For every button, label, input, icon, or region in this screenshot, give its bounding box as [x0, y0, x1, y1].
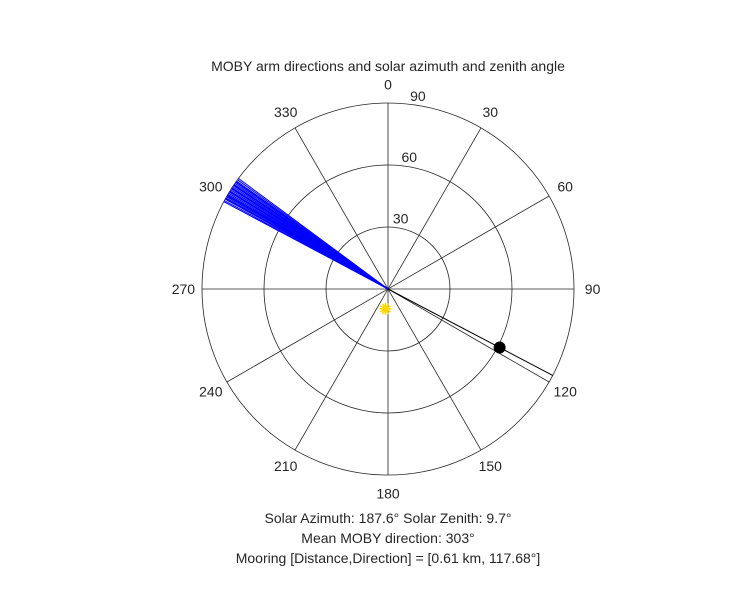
angle-tick-label-0: 0: [384, 76, 392, 92]
angle-tick-label-300: 300: [199, 179, 223, 195]
sun-disc: [381, 305, 389, 313]
moby-arm-direction-lines: [223, 177, 389, 290]
radial-tick-label-60: 60: [401, 149, 417, 165]
mooring-layer: [387, 288, 553, 376]
sun-marker: [379, 302, 392, 315]
mooring-caption: Mooring [Distance,Direction] = [0.61 km,…: [236, 550, 541, 566]
angle-tick-label-60: 60: [557, 179, 573, 195]
angle-tick-label-120: 120: [554, 383, 578, 399]
radial-tick-label-90: 90: [410, 88, 426, 104]
angle-tick-label-30: 30: [483, 104, 499, 120]
radial-tick-label-30: 30: [393, 211, 409, 227]
radial-tick-labels: 30 60 90: [393, 88, 426, 227]
angle-tick-label-240: 240: [199, 383, 223, 399]
angle-tick-label-330: 330: [274, 104, 298, 120]
moby-arm-line-22: [227, 194, 389, 290]
moby-arm-line-24: [231, 187, 389, 290]
angle-tick-label-150: 150: [479, 458, 503, 474]
moby-arm-line-20: [238, 177, 389, 290]
angle-tick-label-210: 210: [274, 458, 298, 474]
angle-tick-label-90: 90: [585, 281, 601, 297]
angle-tick-labels: 0 30 60 90 120 150 180 210 240 270 300 330: [172, 76, 601, 501]
angle-tick-label-180: 180: [376, 486, 400, 502]
solar-caption: Solar Azimuth: 187.6° Solar Zenith: 9.7°: [265, 510, 512, 526]
mooring-direction-line: [387, 288, 553, 376]
chart-title: MOBY arm directions and solar azimuth an…: [211, 58, 565, 74]
moby-arm-line-26: [235, 181, 389, 290]
moby-arm-line-21: [225, 198, 389, 290]
moby-arm-line-23: [229, 191, 389, 290]
moby-arm-line-25: [233, 184, 389, 290]
angle-tick-label-270: 270: [172, 281, 196, 297]
mooring-point-marker: [493, 341, 506, 354]
moby-direction-caption: Mean MOBY direction: 303°: [301, 530, 474, 546]
